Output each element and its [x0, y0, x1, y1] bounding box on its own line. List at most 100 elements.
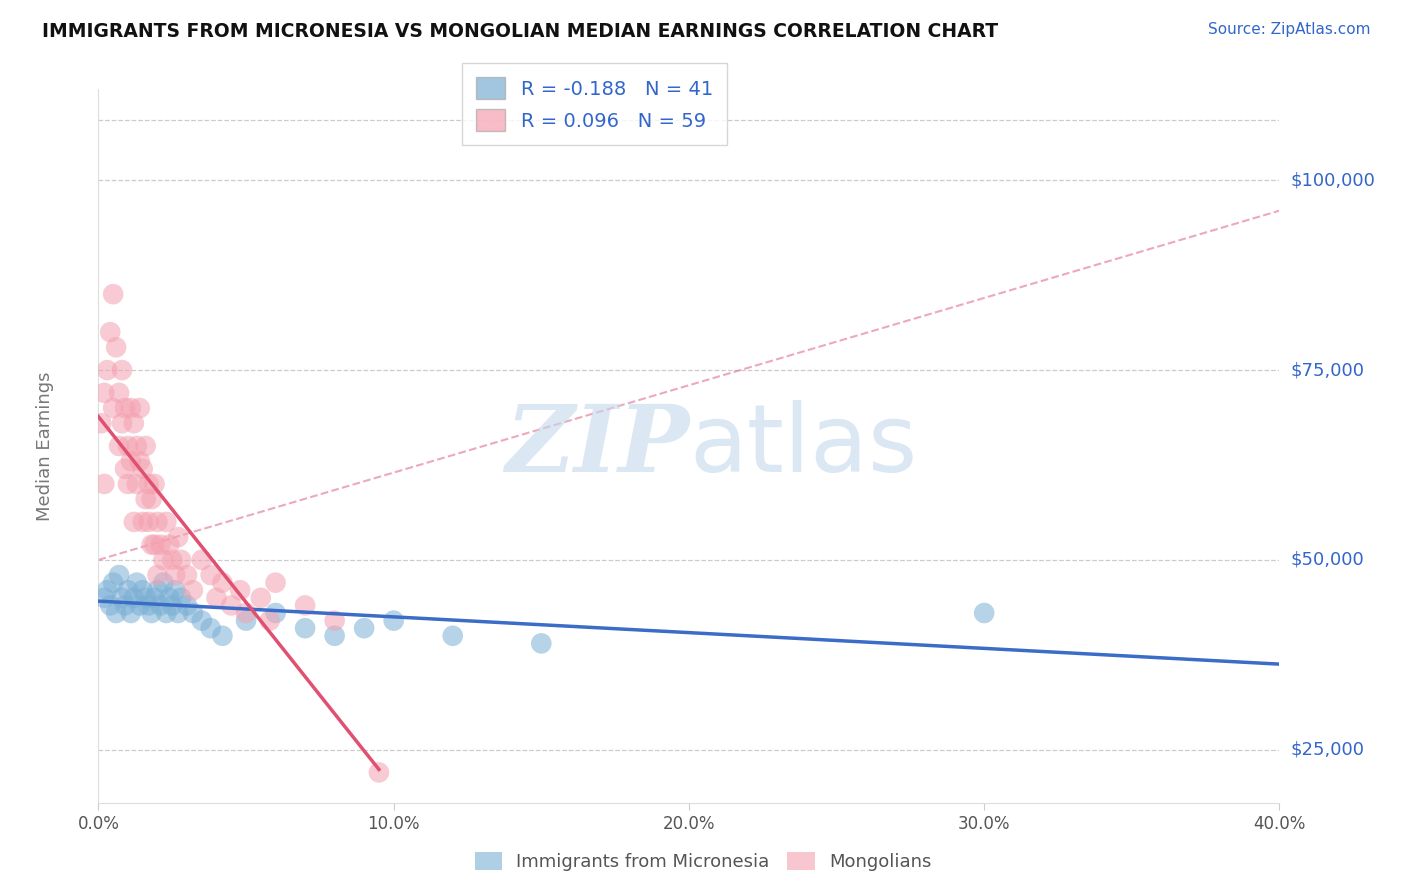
Text: atlas: atlas [689, 400, 917, 492]
Text: Median Earnings: Median Earnings [37, 371, 55, 521]
Point [117, 439, 139, 453]
Point [117, 583, 139, 598]
Point [441, 629, 464, 643]
Point [93, 385, 115, 400]
Point [191, 614, 214, 628]
Point [111, 363, 134, 377]
Point [167, 606, 190, 620]
Point [132, 515, 155, 529]
Point [111, 416, 134, 430]
Point [323, 614, 346, 628]
Point [152, 575, 174, 590]
Point [120, 606, 142, 620]
Point [973, 606, 995, 620]
Legend: R = -0.188   N = 41, R = 0.096   N = 59: R = -0.188 N = 41, R = 0.096 N = 59 [463, 63, 727, 145]
Point [90, 416, 112, 430]
Point [105, 606, 128, 620]
Text: ZIP: ZIP [505, 401, 689, 491]
Point [146, 515, 169, 529]
Point [368, 765, 391, 780]
Point [294, 621, 316, 635]
Point [264, 606, 287, 620]
Point [235, 614, 257, 628]
Point [125, 439, 148, 453]
Point [155, 606, 177, 620]
Point [103, 575, 125, 590]
Point [114, 401, 136, 415]
Point [98, 325, 121, 339]
Point [135, 591, 157, 605]
Point [259, 614, 281, 628]
Text: IMMIGRANTS FROM MICRONESIA VS MONGOLIAN MEDIAN EARNINGS CORRELATION CHART: IMMIGRANTS FROM MICRONESIA VS MONGOLIAN … [42, 22, 998, 41]
Point [108, 568, 131, 582]
Point [125, 575, 148, 590]
Legend: Immigrants from Micronesia, Mongolians: Immigrants from Micronesia, Mongolians [467, 845, 939, 879]
Point [157, 591, 180, 605]
Point [135, 439, 157, 453]
Point [165, 568, 187, 582]
Point [122, 591, 145, 605]
Point [221, 599, 243, 613]
Point [111, 591, 134, 605]
Point [114, 462, 136, 476]
Point [138, 599, 160, 613]
Point [143, 591, 166, 605]
Point [108, 385, 131, 400]
Point [103, 401, 125, 415]
Point [530, 636, 553, 650]
Point [146, 583, 169, 598]
Point [122, 515, 145, 529]
Text: $25,000: $25,000 [1291, 740, 1365, 759]
Point [122, 416, 145, 430]
Point [128, 454, 150, 468]
Point [200, 621, 222, 635]
Point [211, 575, 233, 590]
Point [205, 591, 228, 605]
Point [98, 599, 121, 613]
Text: $100,000: $100,000 [1291, 171, 1375, 189]
Point [294, 599, 316, 613]
Point [138, 515, 160, 529]
Point [117, 477, 139, 491]
Point [146, 568, 169, 582]
Point [152, 553, 174, 567]
Point [128, 401, 150, 415]
Point [323, 629, 346, 643]
Point [191, 553, 214, 567]
Point [167, 530, 190, 544]
Point [382, 614, 405, 628]
Point [120, 401, 142, 415]
Point [176, 568, 198, 582]
Text: Source: ZipAtlas.com: Source: ZipAtlas.com [1208, 22, 1371, 37]
Point [211, 629, 233, 643]
Text: $50,000: $50,000 [1291, 551, 1364, 569]
Point [125, 477, 148, 491]
Point [93, 477, 115, 491]
Point [170, 553, 193, 567]
Point [128, 599, 150, 613]
Point [138, 477, 160, 491]
Point [155, 515, 177, 529]
Point [103, 287, 125, 301]
Point [141, 538, 163, 552]
Point [264, 575, 287, 590]
Point [181, 583, 204, 598]
Point [132, 462, 155, 476]
Point [149, 599, 172, 613]
Point [353, 621, 375, 635]
Point [143, 477, 166, 491]
Point [181, 606, 204, 620]
Point [170, 591, 193, 605]
Point [96, 583, 118, 598]
Point [149, 538, 172, 552]
Point [162, 553, 183, 567]
Point [250, 591, 273, 605]
Point [229, 583, 252, 598]
Point [162, 599, 183, 613]
Point [114, 599, 136, 613]
Point [235, 606, 257, 620]
Point [141, 492, 163, 507]
Point [143, 538, 166, 552]
Text: $75,000: $75,000 [1291, 361, 1365, 379]
Point [200, 568, 222, 582]
